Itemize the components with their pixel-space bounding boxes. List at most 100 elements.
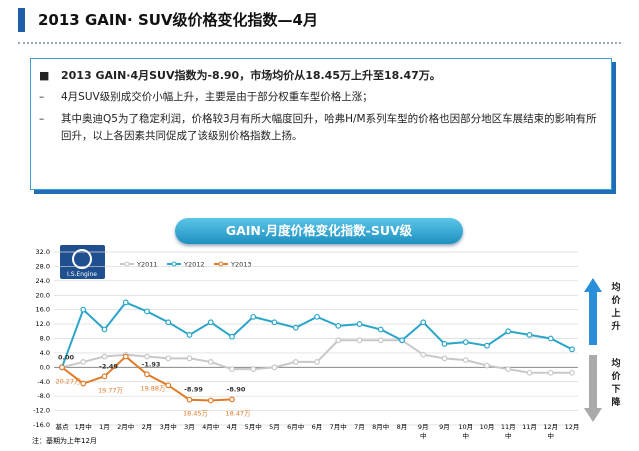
x-tick-label: 12月 bbox=[565, 423, 580, 431]
side-label: 价 bbox=[611, 295, 621, 306]
value-label: -2.49 bbox=[99, 362, 118, 370]
x-tick-label: 2月 bbox=[142, 423, 153, 431]
point bbox=[526, 369, 533, 376]
legend-marker bbox=[218, 261, 224, 267]
point bbox=[144, 371, 150, 378]
point bbox=[80, 359, 87, 365]
point bbox=[484, 342, 490, 349]
x-tick-label: 4月 bbox=[227, 423, 238, 431]
point bbox=[314, 359, 320, 365]
side-label: 上 bbox=[611, 307, 620, 319]
point bbox=[165, 319, 172, 326]
point bbox=[356, 337, 363, 344]
point bbox=[526, 331, 533, 338]
up-arrow bbox=[584, 278, 602, 345]
point bbox=[207, 397, 214, 404]
point bbox=[335, 322, 342, 329]
series-line bbox=[61, 301, 573, 368]
bullet: 4月SUV级别成交价小幅上升，主要是由于部分权重车型价格上涨； bbox=[39, 89, 597, 106]
point bbox=[292, 324, 299, 331]
legend-label: Y2012 bbox=[183, 261, 205, 269]
point bbox=[250, 313, 257, 320]
point bbox=[229, 333, 235, 340]
point bbox=[122, 299, 129, 306]
x-tick-label: 8月中 bbox=[372, 422, 389, 431]
point bbox=[101, 326, 108, 333]
point bbox=[441, 341, 448, 347]
value-label: -8.90 bbox=[227, 385, 246, 393]
x-tick-label: 1月中 bbox=[75, 422, 92, 431]
x-tick-label: 6月 bbox=[312, 423, 323, 431]
point bbox=[80, 380, 87, 387]
y-tick-label: 12.0 bbox=[36, 320, 50, 328]
point bbox=[441, 355, 448, 362]
side-label: 均 bbox=[611, 281, 620, 293]
x-tick-label: 基点 bbox=[56, 422, 70, 431]
point bbox=[122, 353, 129, 360]
y-tick-label: 0.0 bbox=[40, 363, 50, 371]
x-tick-label: 1月 bbox=[99, 423, 110, 431]
point bbox=[505, 328, 512, 335]
x-tick-label: 4月中 bbox=[202, 422, 219, 431]
x-tick-line: 10月 bbox=[458, 423, 473, 431]
side-label: 均 bbox=[611, 357, 620, 369]
point bbox=[356, 321, 363, 327]
point bbox=[186, 331, 193, 338]
legend-label: Y2011 bbox=[136, 261, 158, 269]
value-label: 0.00 bbox=[58, 353, 75, 361]
y-tick-label: 24.0 bbox=[36, 277, 50, 285]
point bbox=[335, 337, 342, 344]
x-tick-label: 9月中 bbox=[418, 423, 429, 440]
annotation: 18.47万 bbox=[225, 409, 251, 417]
point bbox=[420, 319, 427, 326]
point bbox=[250, 366, 257, 373]
point bbox=[420, 351, 427, 358]
x-tick-label: 7月中 bbox=[330, 422, 347, 431]
point bbox=[505, 366, 512, 373]
point bbox=[186, 355, 193, 362]
x-tick-label: 5月中 bbox=[245, 422, 262, 431]
point bbox=[271, 364, 278, 371]
title-accent bbox=[18, 8, 25, 32]
x-tick-label: 7月 bbox=[354, 423, 365, 431]
point bbox=[484, 362, 490, 369]
side-label: 降 bbox=[611, 396, 621, 408]
legend-label: Y2013 bbox=[230, 261, 252, 269]
side-label: 下 bbox=[611, 384, 620, 395]
x-tick-label: 5月 bbox=[269, 423, 280, 431]
bullet: 2013 GAIN·4月SUV指数为-8.90，市场均价从18.45万上升至18… bbox=[39, 67, 597, 84]
note: 注：基期为上年12月 bbox=[32, 436, 97, 445]
point bbox=[314, 313, 320, 320]
y-tick-label: 4.0 bbox=[40, 349, 50, 357]
point bbox=[377, 337, 384, 344]
title-rule bbox=[18, 42, 621, 44]
side-label: 价 bbox=[611, 371, 621, 382]
x-tick-line: 中 bbox=[463, 431, 470, 440]
x-tick-line: 12月 bbox=[543, 423, 558, 431]
annotation: 18.45万 bbox=[183, 410, 209, 418]
x-tick-label: 10月 bbox=[480, 423, 495, 431]
y-tick-label: 20.0 bbox=[36, 291, 50, 299]
point bbox=[569, 346, 575, 353]
logo-mark bbox=[72, 249, 92, 269]
legend-marker bbox=[171, 261, 177, 267]
logo-text: I.S.Engine bbox=[67, 271, 97, 278]
point bbox=[101, 353, 108, 360]
legend-marker bbox=[124, 261, 130, 267]
chart-title: GAIN·月度价格变化指数-SUV级 bbox=[175, 218, 463, 244]
annotation: 20.27万 bbox=[55, 377, 81, 385]
y-tick-label: 28.0 bbox=[36, 262, 50, 270]
value-label: -1.93 bbox=[142, 360, 161, 368]
point bbox=[547, 369, 554, 376]
point bbox=[144, 308, 150, 315]
y-tick-label: -8.0 bbox=[37, 392, 50, 400]
y-tick-label: -16.0 bbox=[33, 421, 50, 429]
summary-box: 2013 GAIN·4月SUV指数为-8.90，市场均价从18.45万上升至18… bbox=[30, 58, 612, 190]
y-tick-label: 16.0 bbox=[36, 306, 50, 314]
x-tick-line: 中 bbox=[505, 431, 512, 440]
x-tick-label: 9月 bbox=[439, 423, 450, 431]
point bbox=[207, 359, 214, 365]
side-label: 升 bbox=[611, 320, 620, 332]
